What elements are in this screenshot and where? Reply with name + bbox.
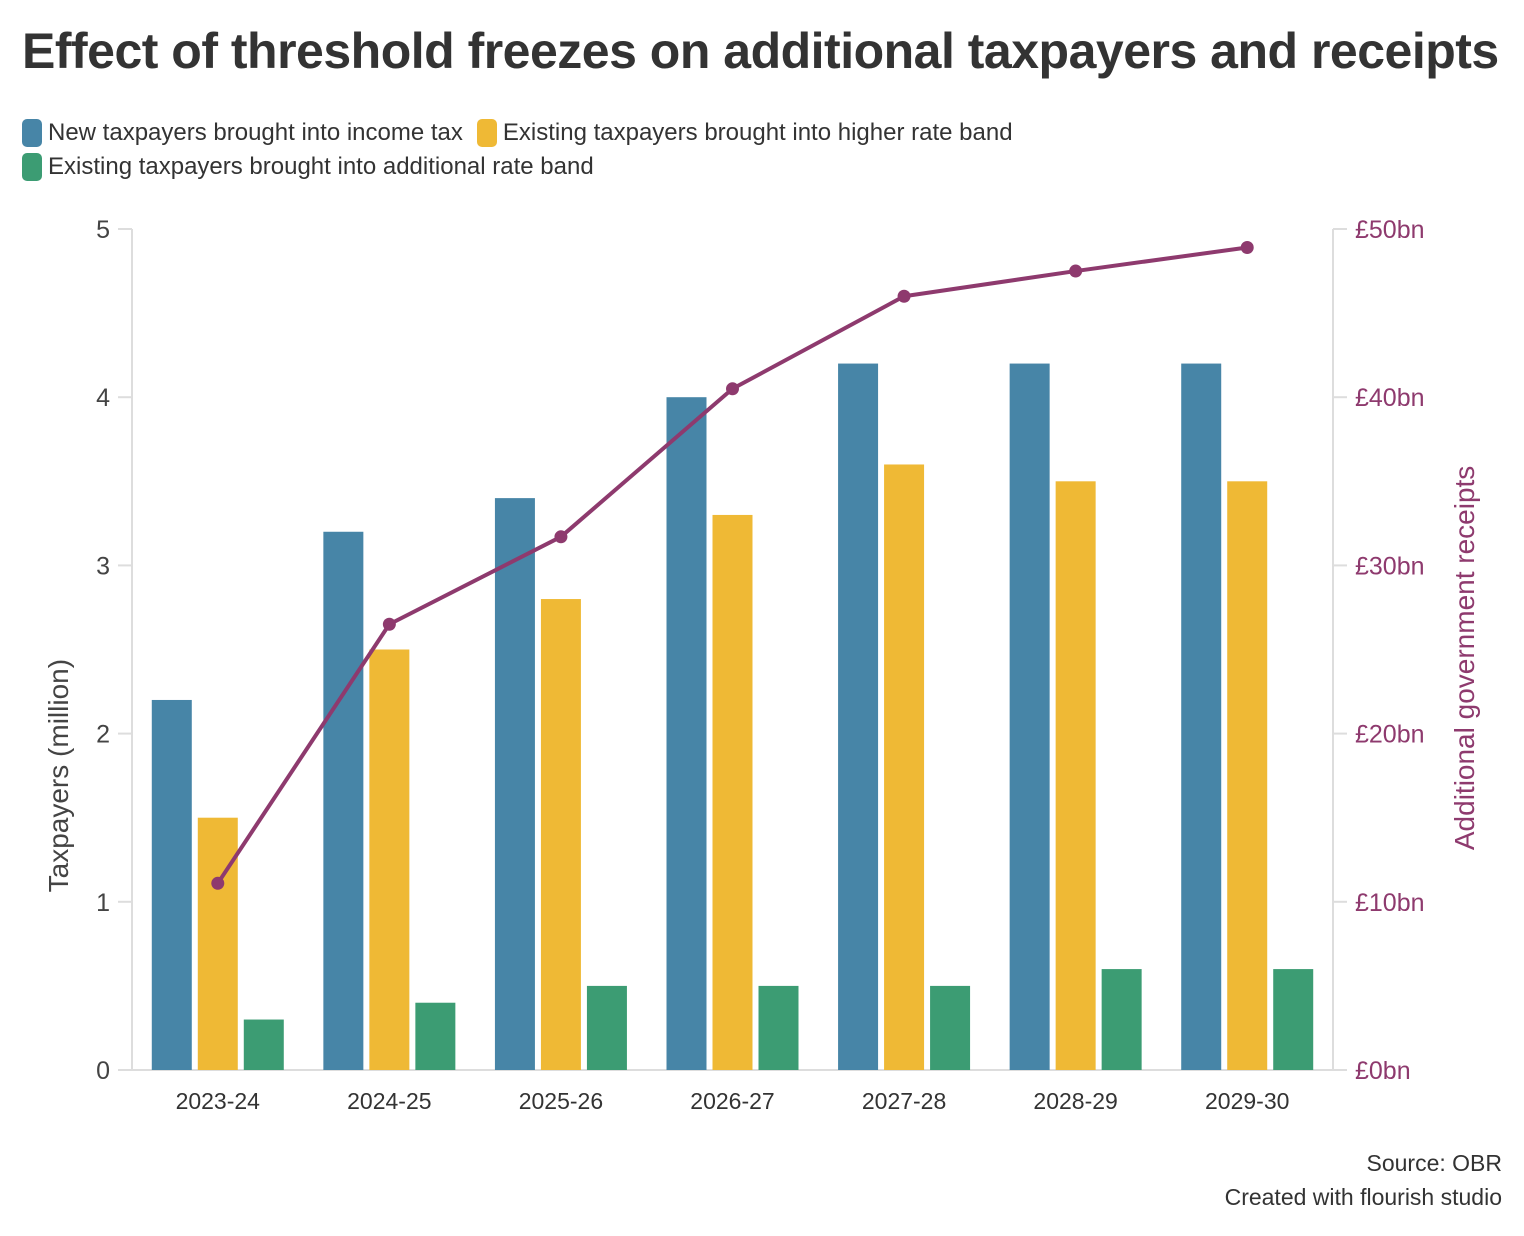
- bar: [243, 1019, 284, 1070]
- y2-tick-label: £0bn: [1355, 1057, 1411, 1085]
- bar: [838, 363, 879, 1070]
- y2-axis-title: Additional government receipts: [1449, 466, 1480, 850]
- y-tick-label: 1: [96, 889, 110, 917]
- y-tick-label: 5: [96, 216, 110, 244]
- bars-group: [151, 363, 1314, 1071]
- receipts-point: [554, 530, 568, 544]
- x-tick-label: 2024-25: [347, 1088, 431, 1114]
- bar: [930, 985, 971, 1070]
- bar: [1055, 481, 1096, 1070]
- legend-item-higher-rate[interactable]: Existing taxpayers brought into higher r…: [476, 119, 1013, 147]
- x-tick-label: 2028-29: [1033, 1088, 1117, 1114]
- bar: [369, 649, 410, 1070]
- y2-tick-label: £40bn: [1355, 384, 1425, 412]
- credit-note: Created with flourish studio: [1224, 1184, 1502, 1210]
- labels-group: 0 1 2 3 4 5 £0bn £10bn £20bn £30bn £40bn £50bn Taxpa…: [43, 216, 1480, 1114]
- receipts-point: [382, 617, 396, 631]
- legend-item-new-taxpayers[interactable]: New taxpayers brought into income tax: [22, 119, 463, 147]
- y-tick-label: 2: [96, 721, 110, 749]
- legend: New taxpayers brought into income tax Ex…: [22, 116, 1222, 184]
- bar: [1273, 969, 1314, 1070]
- y2-tick-label: £50bn: [1355, 216, 1425, 244]
- x-tick-label: 2027-28: [862, 1088, 946, 1114]
- y2-tick-label: £30bn: [1355, 552, 1425, 580]
- legend-label: New taxpayers brought into income tax: [48, 119, 463, 146]
- bar: [1181, 363, 1222, 1070]
- bar: [758, 985, 799, 1070]
- legend-swatch-green: [22, 153, 42, 181]
- chart-title: Effect of threshold freezes on additiona…: [22, 23, 1499, 79]
- bar: [586, 985, 627, 1070]
- bar: [415, 1002, 456, 1070]
- receipts-point: [897, 289, 911, 303]
- bar: [494, 498, 535, 1070]
- source-note: Source: OBR: [1366, 1150, 1503, 1176]
- receipts-point: [211, 876, 225, 890]
- legend-label: Existing taxpayers brought into addition…: [48, 153, 594, 180]
- y2-tick-label: £20bn: [1355, 721, 1425, 749]
- line-group: [211, 241, 1254, 890]
- legend-swatch-blue: [22, 119, 42, 147]
- bar: [323, 531, 364, 1070]
- bar: [197, 817, 238, 1070]
- bar: [884, 464, 925, 1071]
- legend-item-additional-rate[interactable]: Existing taxpayers brought into addition…: [22, 153, 594, 181]
- bar: [1227, 481, 1268, 1070]
- bar: [151, 699, 192, 1070]
- x-tick-label: 2025-26: [519, 1088, 603, 1114]
- y-tick-label: 0: [96, 1057, 110, 1085]
- bar: [712, 514, 753, 1070]
- bar: [666, 397, 707, 1070]
- bar: [540, 599, 581, 1070]
- y-tick-label: 4: [96, 384, 110, 412]
- legend-label: Existing taxpayers brought into higher r…: [502, 119, 1013, 146]
- legend-swatch-yellow: [476, 119, 497, 147]
- bar: [1101, 969, 1142, 1070]
- receipts-point: [1069, 264, 1083, 278]
- receipts-point: [1240, 241, 1254, 255]
- bar: [1009, 363, 1050, 1070]
- y-axis-title: Taxpayers (million): [43, 659, 74, 892]
- y2-tick-label: £10bn: [1355, 889, 1425, 917]
- y-tick-label: 3: [96, 552, 110, 580]
- x-tick-label: 2029-30: [1205, 1088, 1289, 1114]
- x-tick-label: 2026-27: [690, 1088, 774, 1114]
- receipts-point: [726, 382, 739, 396]
- x-tick-label: 2023-24: [176, 1088, 261, 1114]
